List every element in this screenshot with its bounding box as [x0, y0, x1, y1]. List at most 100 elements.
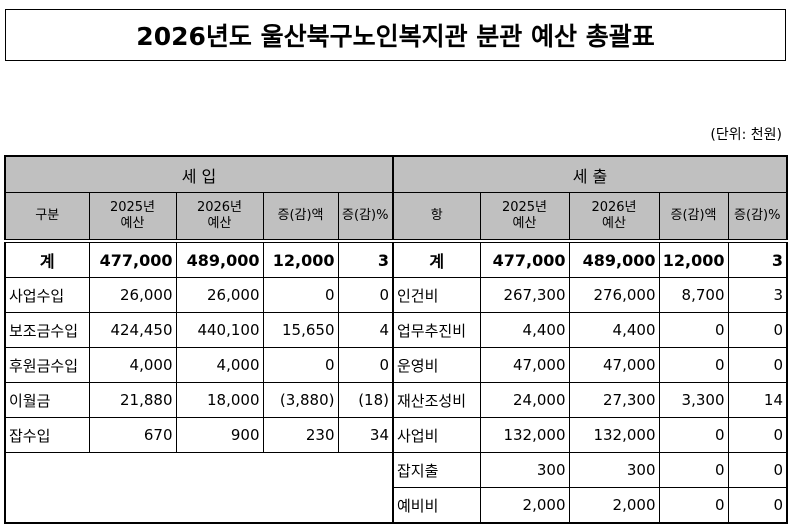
expenditure-item-value: 0 — [727, 312, 788, 348]
total-value: 489,000 — [175, 240, 264, 278]
expenditure-item-value: 300 — [568, 452, 660, 488]
column-header-line: 증(감)% — [734, 208, 781, 223]
column-header: 증(감)액 — [658, 192, 729, 243]
column-header: 항 — [392, 192, 481, 243]
expenditure-section-header: 세 출 — [392, 155, 788, 193]
expenditure-item-value: 267,300 — [479, 277, 570, 313]
revenue-item-label: 사업수입 — [4, 277, 90, 313]
expenditure-item-value: 132,000 — [568, 417, 660, 453]
expenditure-item-label: 업무추진비 — [392, 312, 481, 348]
column-header-line: 증(감)액 — [277, 208, 324, 223]
revenue-item-label: 후원금수입 — [4, 347, 90, 383]
expenditure-item-value: 27,300 — [568, 382, 660, 418]
column-header-line: 2026년 — [196, 200, 243, 215]
expenditure-item-value: 4,400 — [568, 312, 660, 348]
expenditure-item-value: 0 — [727, 487, 788, 524]
revenue-item-value: 21,880 — [88, 382, 177, 418]
expenditure-item-label: 예비비 — [392, 487, 481, 524]
revenue-item-value: 18,000 — [175, 382, 264, 418]
column-header: 2026년 예산 — [568, 192, 660, 243]
expenditure-item-value: 3 — [727, 277, 788, 313]
revenue-item-value: 0 — [262, 347, 339, 383]
expenditure-item-value: 0 — [727, 452, 788, 488]
column-header: 증(감)액 — [262, 192, 339, 243]
expenditure-item-value: 3,300 — [658, 382, 729, 418]
revenue-item-value: 26,000 — [88, 277, 177, 313]
revenue-item-label: 보조금수입 — [4, 312, 90, 348]
revenue-item-value: 26,000 — [175, 277, 264, 313]
column-header-line: 예산 — [512, 216, 537, 231]
total-value: 12,000 — [262, 240, 339, 278]
revenue-item-value: 0 — [337, 277, 394, 313]
total-value: 3 — [337, 240, 394, 278]
revenue-item-value: 34 — [337, 417, 394, 453]
column-header-line: 예산 — [207, 216, 232, 231]
total-value: 477,000 — [479, 240, 570, 278]
column-header: 2026년 예산 — [175, 192, 264, 243]
expenditure-item-value: 14 — [727, 382, 788, 418]
revenue-section-header: 세 입 — [4, 155, 394, 193]
expenditure-item-value: 0 — [727, 417, 788, 453]
column-header-line: 2025년 — [109, 200, 156, 215]
revenue-item-value: 4,000 — [175, 347, 264, 383]
revenue-item-value: 4,000 — [88, 347, 177, 383]
unit-label: (단위: 천원) — [710, 127, 782, 143]
column-header-line: 2026년 — [591, 200, 637, 215]
total-value: 12,000 — [658, 240, 729, 278]
column-header-line: 예산 — [120, 216, 145, 231]
column-header-line: 증(감)% — [342, 208, 389, 223]
column-header: 증(감)% — [337, 192, 394, 243]
revenue-item-value: 424,450 — [88, 312, 177, 348]
expenditure-item-value: 2,000 — [479, 487, 570, 524]
revenue-item-value: (18) — [337, 382, 394, 418]
column-header: 2025년 예산 — [479, 192, 570, 243]
expenditure-item-value: 276,000 — [568, 277, 660, 313]
total-value: 489,000 — [568, 240, 660, 278]
column-header: 2025년 예산 — [88, 192, 177, 243]
column-header: 증(감)% — [727, 192, 788, 243]
expenditure-item-value: 132,000 — [479, 417, 570, 453]
expenditure-item-value: 47,000 — [479, 347, 570, 383]
revenue-item-value: 670 — [88, 417, 177, 453]
expenditure-item-value: 0 — [658, 347, 729, 383]
column-header-line: 2025년 — [501, 200, 548, 215]
total-value: 3 — [727, 240, 788, 278]
revenue-item-label: 잡수입 — [4, 417, 90, 453]
column-header-line: 항 — [430, 208, 443, 223]
column-header-line: 증(감)액 — [670, 208, 717, 223]
revenue-item-label: 이월금 — [4, 382, 90, 418]
expenditure-item-value: 2,000 — [568, 487, 660, 524]
expenditure-item-value: 0 — [658, 417, 729, 453]
expenditure-item-value: 0 — [658, 312, 729, 348]
column-header-line: 구분 — [35, 208, 60, 223]
expenditure-item-value: 300 — [479, 452, 570, 488]
expenditure-item-value: 4,400 — [479, 312, 570, 348]
revenue-item-value: (3,880) — [262, 382, 339, 418]
column-header-line: 예산 — [602, 216, 626, 231]
expenditure-item-label: 사업비 — [392, 417, 481, 453]
total-label: 계 — [392, 240, 481, 278]
revenue-item-value: 900 — [175, 417, 264, 453]
expenditure-item-value: 24,000 — [479, 382, 570, 418]
revenue-item-value: 0 — [262, 277, 339, 313]
empty-cell — [4, 452, 394, 524]
expenditure-item-label: 잡지출 — [392, 452, 481, 488]
expenditure-item-label: 인건비 — [392, 277, 481, 313]
revenue-item-value: 4 — [337, 312, 394, 348]
expenditure-item-label: 운영비 — [392, 347, 481, 383]
revenue-item-value: 15,650 — [262, 312, 339, 348]
expenditure-item-value: 0 — [658, 452, 729, 488]
expenditure-item-value: 47,000 — [568, 347, 660, 383]
expenditure-item-value: 0 — [658, 487, 729, 524]
revenue-item-value: 440,100 — [175, 312, 264, 348]
expenditure-item-value: 0 — [727, 347, 788, 383]
revenue-item-value: 0 — [337, 347, 394, 383]
expenditure-item-value: 8,700 — [658, 277, 729, 313]
total-value: 477,000 — [88, 240, 177, 278]
expenditure-item-label: 재산조성비 — [392, 382, 481, 418]
page-title: 2026년도 울산북구노인복지관 분관 예산 총괄표 — [5, 9, 786, 61]
column-header: 구분 — [4, 192, 90, 243]
revenue-item-value: 230 — [262, 417, 339, 453]
total-label: 계 — [4, 240, 90, 278]
